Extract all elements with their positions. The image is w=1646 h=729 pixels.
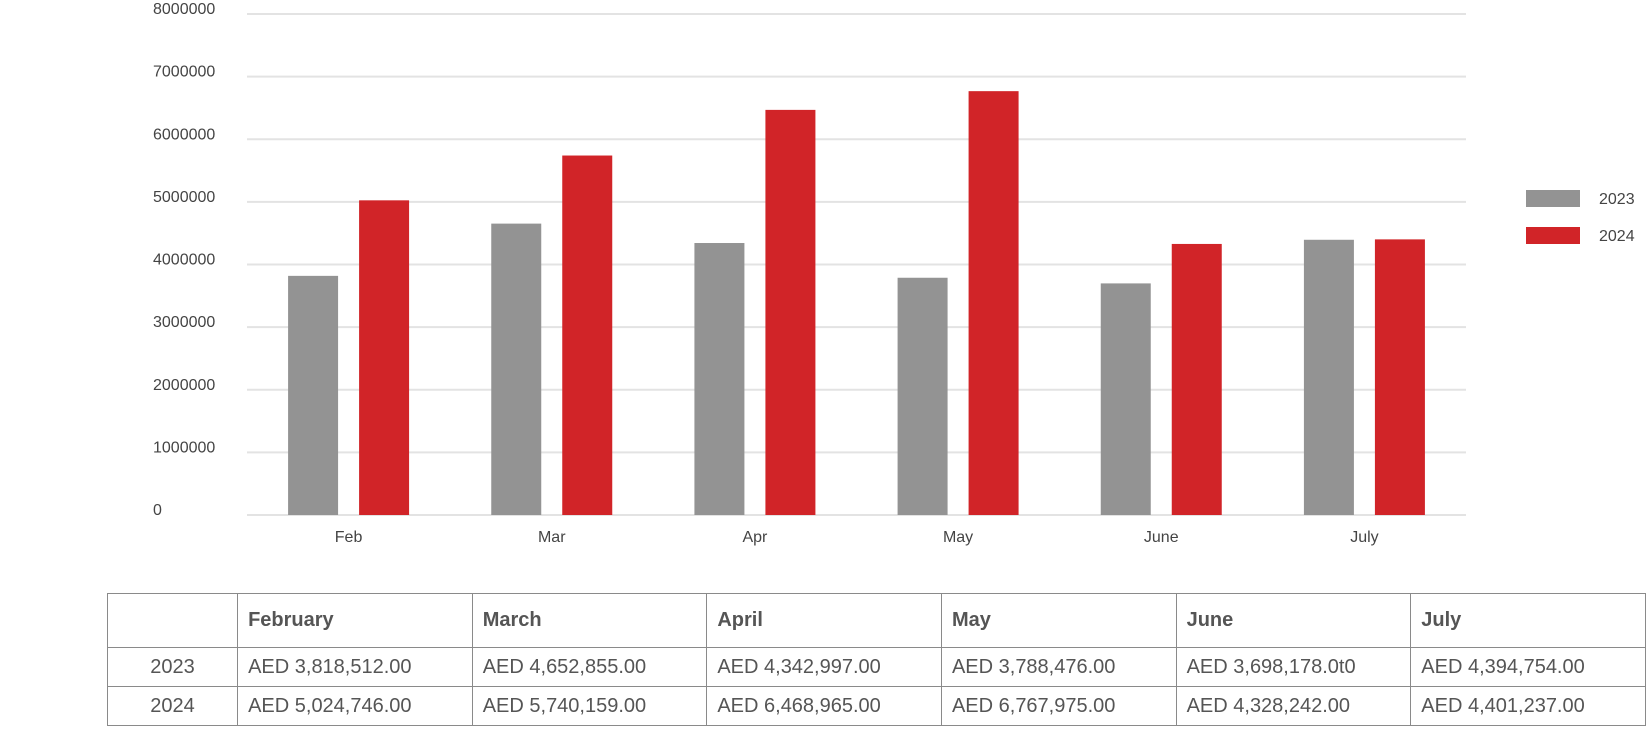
table-header-cell: April xyxy=(706,593,942,648)
y-tick-label: 5000000 xyxy=(153,189,215,206)
table-cell: AED 4,401,237.00 xyxy=(1410,686,1646,726)
bar-2024-Apr xyxy=(765,109,816,515)
table-header-cell: March xyxy=(471,593,708,648)
grid-lines xyxy=(247,13,1466,516)
y-tick-label: 3000000 xyxy=(153,314,215,331)
table-cell: AED 4,328,242.00 xyxy=(1175,686,1412,726)
table-row-year: 2024 xyxy=(106,686,239,726)
table-cell: AED 6,468,965.00 xyxy=(706,686,942,726)
y-tick-label: 8000000 xyxy=(153,1,215,18)
table-header-cell: February xyxy=(237,593,473,648)
legend-swatch xyxy=(1526,227,1580,244)
table-cell: AED 3,698,178.0t0 xyxy=(1175,647,1412,687)
bar-chart: 0 1000000 2000000 3000000 4000000 5000000 6000… xyxy=(153,1,1635,546)
table-header-row: February March April May June July xyxy=(106,593,1646,648)
table-header-cell: May xyxy=(940,593,1177,648)
table-header-cell: July xyxy=(1410,593,1646,648)
table-cell: AED 6,767,975.00 xyxy=(940,686,1177,726)
bar-2024-June xyxy=(1171,243,1222,515)
y-tick-label: 4000000 xyxy=(153,252,215,269)
table-row: 2024 AED 5,024,746.00 AED 5,740,159.00 A… xyxy=(106,686,1646,726)
bar-2024-Mar xyxy=(562,155,613,516)
bar-2023-July xyxy=(1303,239,1354,515)
x-tick-label: Apr xyxy=(742,529,768,546)
table-header-cell: June xyxy=(1175,593,1412,648)
table-cell: AED 5,740,159.00 xyxy=(471,686,708,726)
y-tick-label: 6000000 xyxy=(153,126,215,143)
x-axis-ticks: Feb Mar Apr May June July xyxy=(335,529,1379,546)
y-tick-label: 1000000 xyxy=(153,439,215,456)
bars xyxy=(288,91,1425,516)
x-tick-label: July xyxy=(1350,529,1378,546)
y-axis-ticks: 0 1000000 2000000 3000000 4000000 5000000 6000… xyxy=(153,1,215,519)
table-cell: AED 3,818,512.00 xyxy=(237,647,473,687)
bar-2023-Mar xyxy=(491,223,542,515)
bar-2023-Apr xyxy=(694,243,745,515)
bar-2023-June xyxy=(1100,283,1151,515)
x-tick-label: May xyxy=(943,529,973,546)
legend-swatch xyxy=(1526,190,1580,207)
table-row-year: 2023 xyxy=(106,647,239,687)
table-cell: AED 5,024,746.00 xyxy=(237,686,473,726)
bar-2024-May xyxy=(968,91,1019,515)
table-cell: AED 4,652,855.00 xyxy=(471,647,708,687)
x-tick-label: Feb xyxy=(335,529,363,546)
table-header-cell xyxy=(106,593,239,648)
bar-2024-July xyxy=(1374,239,1425,515)
bar-2023-May xyxy=(897,277,948,515)
table-cell: AED 4,394,754.00 xyxy=(1410,647,1646,687)
x-tick-label: June xyxy=(1144,529,1179,546)
bar-2023-Feb xyxy=(288,275,339,515)
table-cell: AED 3,788,476.00 xyxy=(940,647,1177,687)
y-tick-label: 7000000 xyxy=(153,64,215,81)
legend: 2023 2024 xyxy=(1526,190,1635,245)
table-cell: AED 4,342,997.00 xyxy=(706,647,942,687)
legend-label: 2023 xyxy=(1599,191,1635,208)
x-tick-label: Mar xyxy=(538,529,566,546)
data-table: February March April May June July 2023 … xyxy=(106,593,1646,726)
table-row: 2023 AED 3,818,512.00 AED 4,652,855.00 A… xyxy=(106,647,1646,687)
y-tick-label: 2000000 xyxy=(153,377,215,394)
y-tick-label: 0 xyxy=(153,502,162,519)
legend-label: 2024 xyxy=(1599,228,1635,245)
bar-2024-Feb xyxy=(359,200,410,515)
